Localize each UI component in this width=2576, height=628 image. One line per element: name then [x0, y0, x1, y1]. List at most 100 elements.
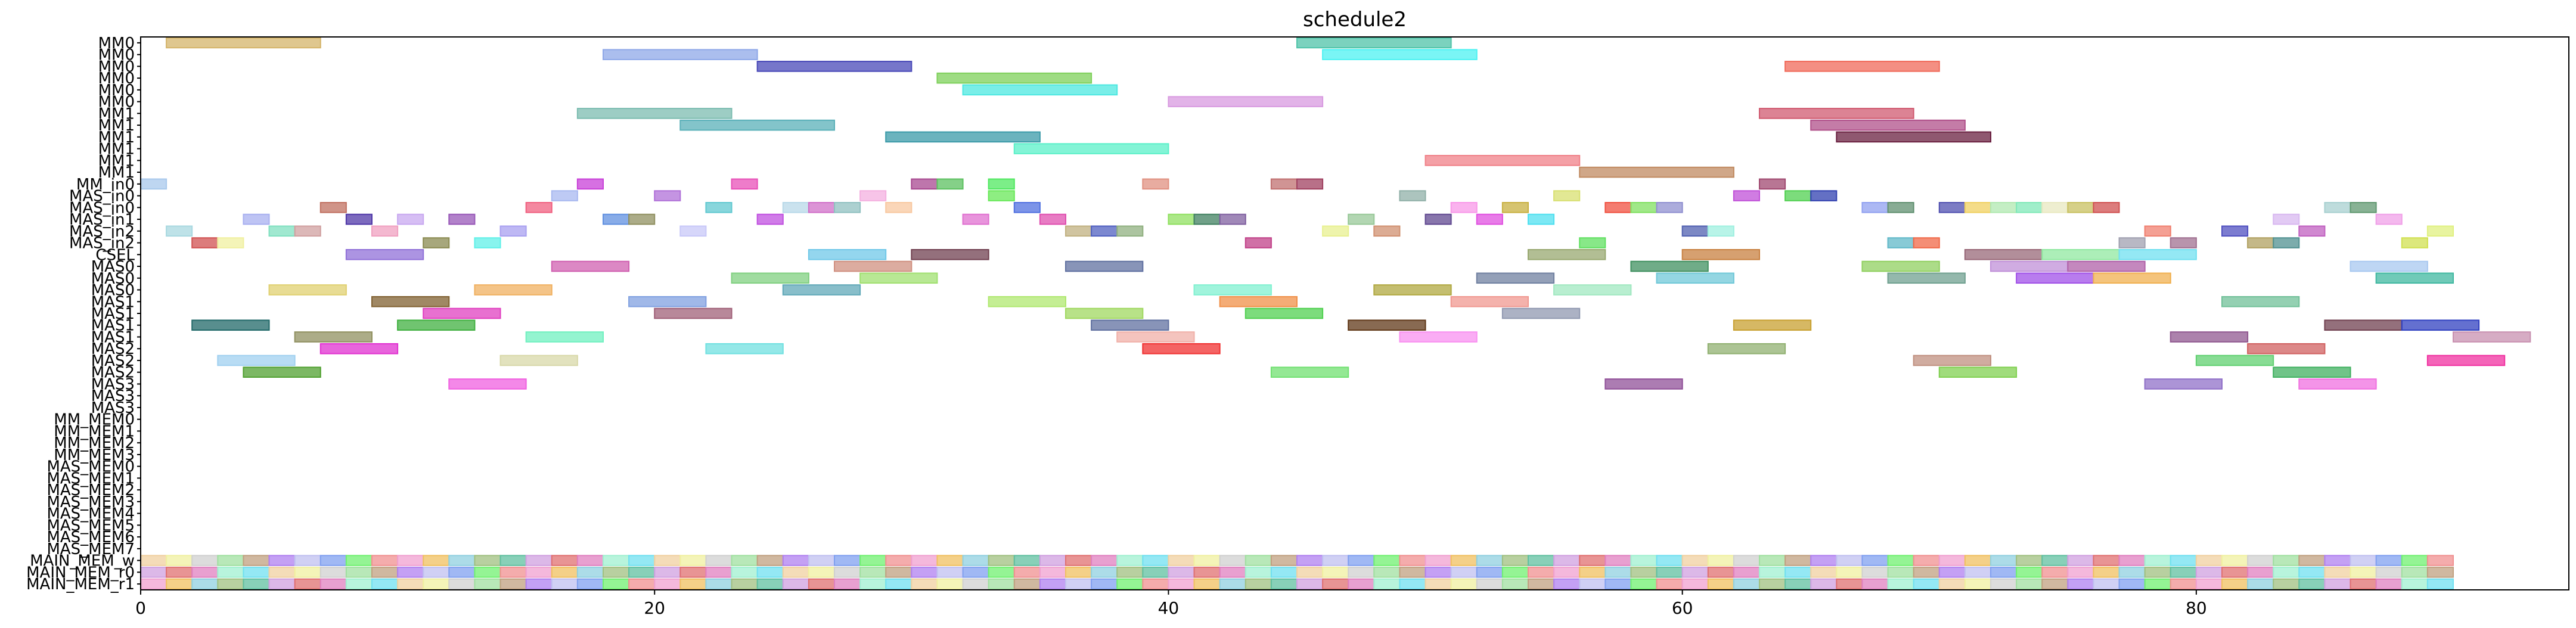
task-bar — [1065, 578, 1093, 590]
task-bar — [1501, 202, 1529, 213]
task-bar — [2067, 578, 2094, 590]
task-bar — [1270, 366, 1349, 378]
task-bar — [1861, 578, 1889, 590]
task-bar — [448, 578, 476, 590]
task-bar — [1528, 213, 1555, 225]
task-bar — [1296, 578, 1324, 590]
row-label: MAS_MEM3 — [46, 493, 135, 511]
task-bar — [1219, 578, 1246, 590]
task-bar — [1707, 555, 1734, 566]
task-bar — [2375, 272, 2454, 284]
task-bar — [1476, 578, 1503, 590]
task-bar — [423, 237, 450, 248]
task-bar — [217, 355, 296, 366]
task-bar — [345, 578, 373, 590]
task-bar — [1938, 578, 1966, 590]
task-bar — [2041, 567, 2069, 578]
task-bar — [2170, 331, 2249, 343]
task-bar — [628, 296, 707, 307]
task-bar — [1707, 567, 1734, 578]
task-bar — [1501, 307, 1581, 319]
task-bar — [2298, 555, 2326, 566]
task-bar — [1759, 567, 1786, 578]
task-bar — [551, 567, 578, 578]
task-bar — [2324, 578, 2351, 590]
task-bar — [423, 307, 501, 319]
task-bar — [2067, 555, 2094, 566]
task-bar — [1501, 578, 1529, 590]
task-bar — [1810, 578, 1838, 590]
task-bar — [731, 567, 758, 578]
task-bar — [1091, 319, 1169, 331]
task-bar — [2067, 260, 2146, 272]
task-bar — [1579, 237, 1606, 248]
task-bar — [525, 555, 553, 566]
task-bar — [1784, 578, 1812, 590]
task-bar — [756, 61, 913, 72]
task-bar — [191, 578, 219, 590]
task-bar — [397, 319, 476, 331]
task-bar — [345, 213, 373, 225]
task-bar — [1373, 578, 1401, 590]
task-bar — [551, 555, 578, 566]
task-bar — [191, 555, 219, 566]
task-bar — [217, 578, 244, 590]
task-bar — [1065, 260, 1144, 272]
task-bar — [345, 567, 373, 578]
task-bar — [1091, 555, 1118, 566]
task-bar — [423, 555, 450, 566]
task-bar — [1579, 567, 1606, 578]
task-bar — [628, 567, 656, 578]
task-bar — [1476, 213, 1503, 225]
task-bar — [603, 49, 758, 60]
task-bar — [2221, 555, 2249, 566]
task-bar — [911, 578, 938, 590]
task-bar — [1990, 202, 2018, 213]
task-bar — [1450, 578, 1478, 590]
task-bar — [2170, 237, 2197, 248]
task-bar — [2067, 567, 2094, 578]
task-bar — [2170, 555, 2197, 566]
task-bar — [1784, 61, 1940, 72]
task-bar — [756, 213, 784, 225]
task-bar — [679, 567, 707, 578]
task-bar — [2016, 567, 2043, 578]
task-bar — [2195, 567, 2223, 578]
task-bar — [1784, 567, 1812, 578]
row-label: MAS_in0 — [69, 199, 135, 217]
task-bar — [1553, 190, 1581, 201]
task-bar — [1990, 567, 2018, 578]
task-bar — [1193, 567, 1221, 578]
task-bar — [576, 567, 604, 578]
task-bar — [962, 213, 989, 225]
task-bar — [1810, 190, 1838, 201]
task-bar — [345, 248, 424, 260]
task-bar — [1990, 555, 2018, 566]
task-bar — [1553, 578, 1581, 590]
task-bar — [1193, 578, 1221, 590]
task-bar — [1964, 578, 1992, 590]
task-bar — [1091, 567, 1118, 578]
task-bar — [1528, 567, 1555, 578]
row-label: MM_MEM3 — [54, 446, 135, 464]
row-label: MAS_MEM7 — [46, 540, 135, 558]
row-label: MAS_in2 — [69, 235, 135, 253]
task-bar — [1244, 578, 1272, 590]
row-label: MAS1 — [91, 317, 135, 335]
task-bar — [885, 555, 913, 566]
task-bar — [268, 555, 296, 566]
task-bar — [1193, 284, 1272, 296]
task-bar — [988, 578, 1015, 590]
task-bar — [1322, 225, 1349, 237]
task-bar — [217, 237, 244, 248]
task-bar — [885, 567, 913, 578]
task-bar — [1244, 237, 1272, 248]
task-bar — [1604, 202, 1632, 213]
task-bar — [1450, 202, 1478, 213]
row-label: MAS1 — [91, 328, 135, 346]
task-bar — [2118, 248, 2197, 260]
task-bar — [654, 567, 681, 578]
task-bar — [217, 555, 244, 566]
task-bar — [705, 578, 733, 590]
task-bar — [2324, 555, 2351, 566]
